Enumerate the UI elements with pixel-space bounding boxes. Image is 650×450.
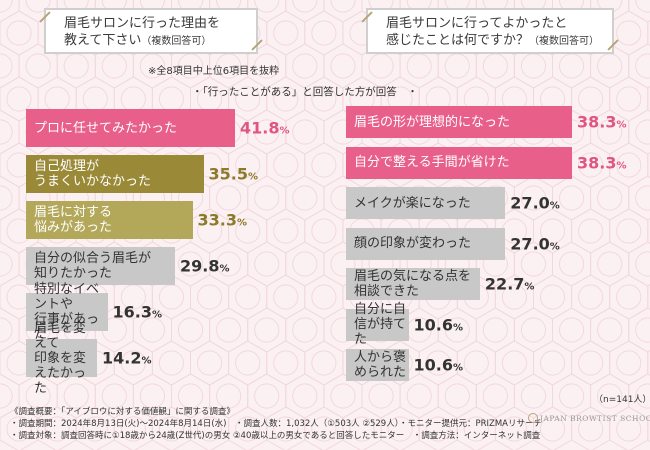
bar-label: 眉毛を変えて 印象を変えたかった <box>34 320 87 396</box>
bar-label: 眉毛に対する 悩みがあった <box>34 205 113 235</box>
bar: 人から褒められた <box>346 349 409 381</box>
bar-label: 自分に自信が持てた <box>354 302 407 347</box>
bar: 眉毛に対する 悩みがあった <box>26 201 193 239</box>
bar-value: 10.6% <box>413 315 464 334</box>
left-panel-title: 眉毛サロンに行った理由を 教えて下さい（複数回答可） <box>44 8 258 54</box>
left-title-suffix: （複数回答可） <box>141 36 212 47</box>
bar-row: 眉毛の気になる点を 相談できた 22.7% <box>346 268 646 300</box>
bar-row: 眉毛を変えて 印象を変えたかった 14.2% <box>26 321 326 396</box>
bar-value: 35.5% <box>208 164 259 184</box>
bar: メイクが楽になった <box>346 187 506 219</box>
bar-label: メイクが楽になった <box>354 195 471 211</box>
right-title-line2: 感じたことは何ですか？ <box>386 33 530 48</box>
bar-value: 10.6% <box>413 355 464 375</box>
bar-label: 自分で整える手間が省けた <box>354 155 510 170</box>
bar-row: 特別なイベントや 行事があった 16.3% <box>26 282 326 342</box>
bar-value: 27.0% <box>510 234 560 253</box>
bar-value: 38.3% <box>576 112 627 132</box>
bar-row: 自己処理が うまくいかなかった 35.5% <box>26 155 326 193</box>
bar-row: 自分で整える手間が省けた 38.3% <box>346 146 646 179</box>
bar-label: 自分の似合う眉毛が 知りたかった <box>34 251 152 281</box>
footer-line3: ・調査対象：調査回答時に①18歳から24歳(Z世代)の男女 ②40歳以上の男女で… <box>10 431 541 441</box>
bar-row: 眉毛の形が理想的になった 38.3% <box>346 106 646 138</box>
bar: 自己処理が うまくいかなかった <box>26 155 204 193</box>
right-title-suffix: （複数回答可） <box>529 36 600 47</box>
sample-size: （n=141人） <box>594 395 650 405</box>
bar-label: 自己処理が うまくいかなかった <box>34 159 152 189</box>
bar: 眉毛の気になる点を 相談できた <box>346 268 480 300</box>
logo-text: JAPAN BROWTIST SCHOOL <box>540 414 650 423</box>
bar-value: 41.8% <box>240 118 290 138</box>
right-panel-title: 眉毛サロンに行ってよかったと 感じたことは何ですか？（複数回答可） <box>366 8 614 54</box>
survey-footer: 《調査概要：「アイブロウに対する価値観」に関する調査》 ・調査期間：2024年8… <box>10 406 542 442</box>
bar: 自分に自信が持てた <box>346 302 409 347</box>
bar-row: 顔の印象が変わった 27.0% <box>346 227 646 260</box>
bar: 自分で整える手間が省けた <box>346 146 572 179</box>
bar: 眉毛の形が理想的になった <box>346 106 572 138</box>
bar-value: 16.3% <box>112 302 163 322</box>
bar: 顔の印象が変わった <box>346 227 506 260</box>
bar: 眉毛を変えて 印象を変えたかった <box>26 321 97 396</box>
bar-row: 自分の似合う眉毛が 知りたかった 29.8% <box>26 247 326 285</box>
bar-value: 33.3% <box>197 210 248 230</box>
bar-value: 22.7% <box>484 274 535 294</box>
bar-label: プロに任せてみたかった <box>34 120 178 136</box>
bar-row: メイクが楽になった 27.0% <box>346 187 646 219</box>
bar: プロに任せてみたかった <box>26 109 235 147</box>
logo-icon <box>528 413 538 423</box>
note-respondents: ・「行ったことがある」と回答した方が回答 ・ <box>192 86 418 98</box>
bar-row: プロに任せてみたかった 41.8% <box>26 109 326 147</box>
left-title-line1: 眉毛サロンに行った理由を <box>64 16 221 31</box>
bar: 特別なイベントや 行事があった <box>26 282 108 342</box>
note-top: ※全8項目中上位6項目を抜粋 <box>148 66 280 77</box>
right-title-line1: 眉毛サロンに行ってよかったと <box>386 16 568 31</box>
bar-label: 眉毛の気になる点を 相談できた <box>354 269 472 299</box>
left-title-line2: 教えて下さい <box>64 33 142 48</box>
bar-label: 顔の印象が変わった <box>354 236 472 251</box>
bar-value: 27.0% <box>510 193 560 213</box>
bar-label: 眉毛の形が理想的になった <box>354 114 511 130</box>
bar-row: 人から褒められた 10.6% <box>346 349 646 381</box>
footer-line1: 《調査概要：「アイブロウに対する価値観」に関する調査》 <box>10 407 235 417</box>
bar-value: 38.3% <box>576 153 627 172</box>
footer-line2: ・調査期間：2024年8月13日(火)～2024年8月14日(水) ・調査人数：… <box>10 419 542 429</box>
bar-value: 29.8% <box>180 256 230 276</box>
bar: 自分の似合う眉毛が 知りたかった <box>26 247 175 285</box>
bar-label: 特別なイベントや 行事があった <box>34 282 100 342</box>
bar-row: 眉毛に対する 悩みがあった 33.3% <box>26 201 326 239</box>
bar-row: 自分に自信が持てた 10.6% <box>346 302 646 347</box>
bar-value: 14.2% <box>102 348 152 368</box>
bar-label: 人から褒められた <box>354 350 407 380</box>
